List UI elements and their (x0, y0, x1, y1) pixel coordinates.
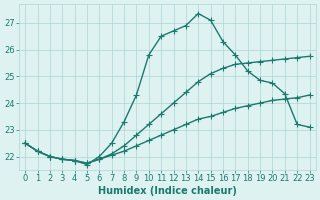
X-axis label: Humidex (Indice chaleur): Humidex (Indice chaleur) (98, 186, 237, 196)
